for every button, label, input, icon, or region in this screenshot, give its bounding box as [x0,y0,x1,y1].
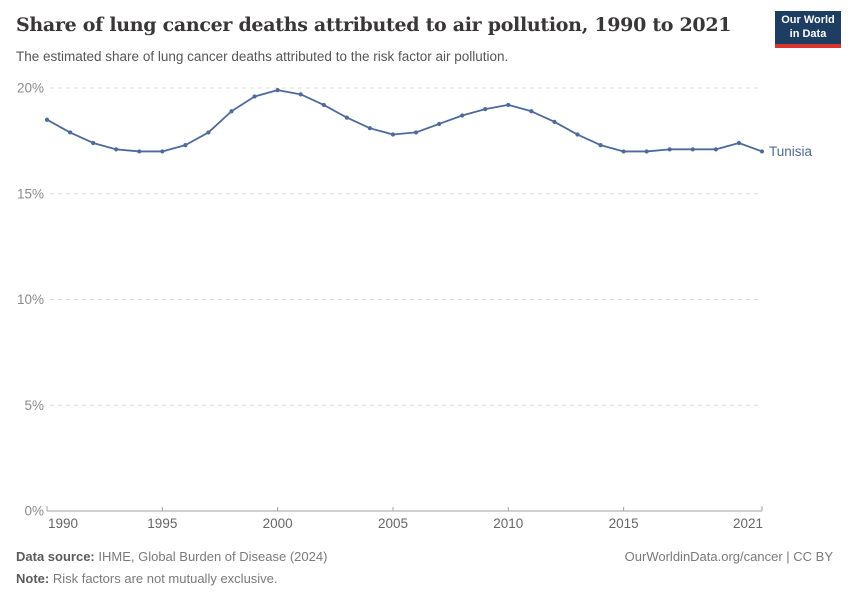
page-title: Share of lung cancer deaths attributed t… [16,14,732,36]
data-point-1992 [91,140,96,146]
data-point-1993 [114,147,119,152]
data-point-2003 [344,115,349,120]
note-value: Risk factors are not mutually exclusive. [49,571,278,586]
note-label: Note: [16,571,50,586]
data-point-1990 [44,117,50,122]
trend-line-tunisia[interactable] [46,89,763,153]
data-point-2019 [713,147,718,152]
data-point-2006 [413,130,419,135]
data-point-2017 [667,147,672,152]
data-point-2011 [529,109,534,114]
owid-logo-line1: Our World [781,14,835,27]
owid-logo-line2: in Data [789,27,827,40]
data-point-2005 [390,132,396,137]
data-point-2014 [598,143,603,148]
data-point-2000 [275,88,280,93]
data-source-label: Data source: [16,549,95,564]
x-tick-label-1990: 1990 [48,516,78,531]
data-point-2015 [621,149,626,154]
data-point-1999 [252,94,257,99]
x-tick-label-2000: 2000 [263,516,293,531]
data-point-2010 [506,102,511,108]
x-tick-label-2010: 2010 [493,516,523,531]
data-point-2009 [483,107,488,112]
page-subtitle: The estimated share of lung cancer death… [16,49,509,64]
x-tick-label-2005: 2005 [378,516,408,531]
data-point-1991 [67,130,73,135]
x-tick-label-2021: 2021 [733,516,763,531]
line-chart[interactable]: 0% 5% 10% 15% 20% 1990 1995 2000 2005 2010 2015 202… [0,0,850,545]
data-point-1996 [183,143,188,148]
attribution-link[interactable]: OurWorldinData.org/cancer | CC BY [624,549,833,564]
data-point-2001 [298,92,303,97]
data-source-value: IHME, Global Burden of Disease (2024) [94,549,328,564]
y-tick-label-15: 15% [17,186,44,201]
data-point-2008 [460,113,465,118]
y-tick-label-20: 20% [17,81,44,96]
entity-label-tunisia[interactable]: Tunisia [769,144,813,159]
data-point-2016 [644,149,649,154]
data-point-1998 [229,109,234,114]
owid-logo[interactable]: Our World in Data [775,11,841,48]
y-tick-label-0: 0% [24,504,44,519]
data-point-2002 [321,102,326,108]
x-tick-label-2015: 2015 [609,516,639,531]
chart-footer: Data source: IHME, Global Burden of Dise… [16,546,833,590]
data-point-1995 [160,149,165,154]
data-point-2021 [759,149,765,154]
data-point-2004 [367,126,373,131]
data-point-2012 [552,119,557,124]
data-point-2018 [690,147,695,152]
data-point-1994 [137,149,142,154]
data-point-2007 [436,121,442,127]
data-source-line: Data source: IHME, Global Burden of Dise… [16,546,833,568]
data-point-2020 [736,140,742,146]
y-tick-label-5: 5% [24,398,44,413]
x-tick-label-1995: 1995 [147,516,177,531]
note-line: Note: Risk factors are not mutually excl… [16,568,833,590]
data-point-2013 [575,132,580,137]
chart-canvas: 0% 5% 10% 15% 20% 1990 1995 2000 2005 2010 2015 202… [17,81,813,532]
y-tick-label-10: 10% [17,292,44,307]
data-point-1997 [206,130,211,135]
